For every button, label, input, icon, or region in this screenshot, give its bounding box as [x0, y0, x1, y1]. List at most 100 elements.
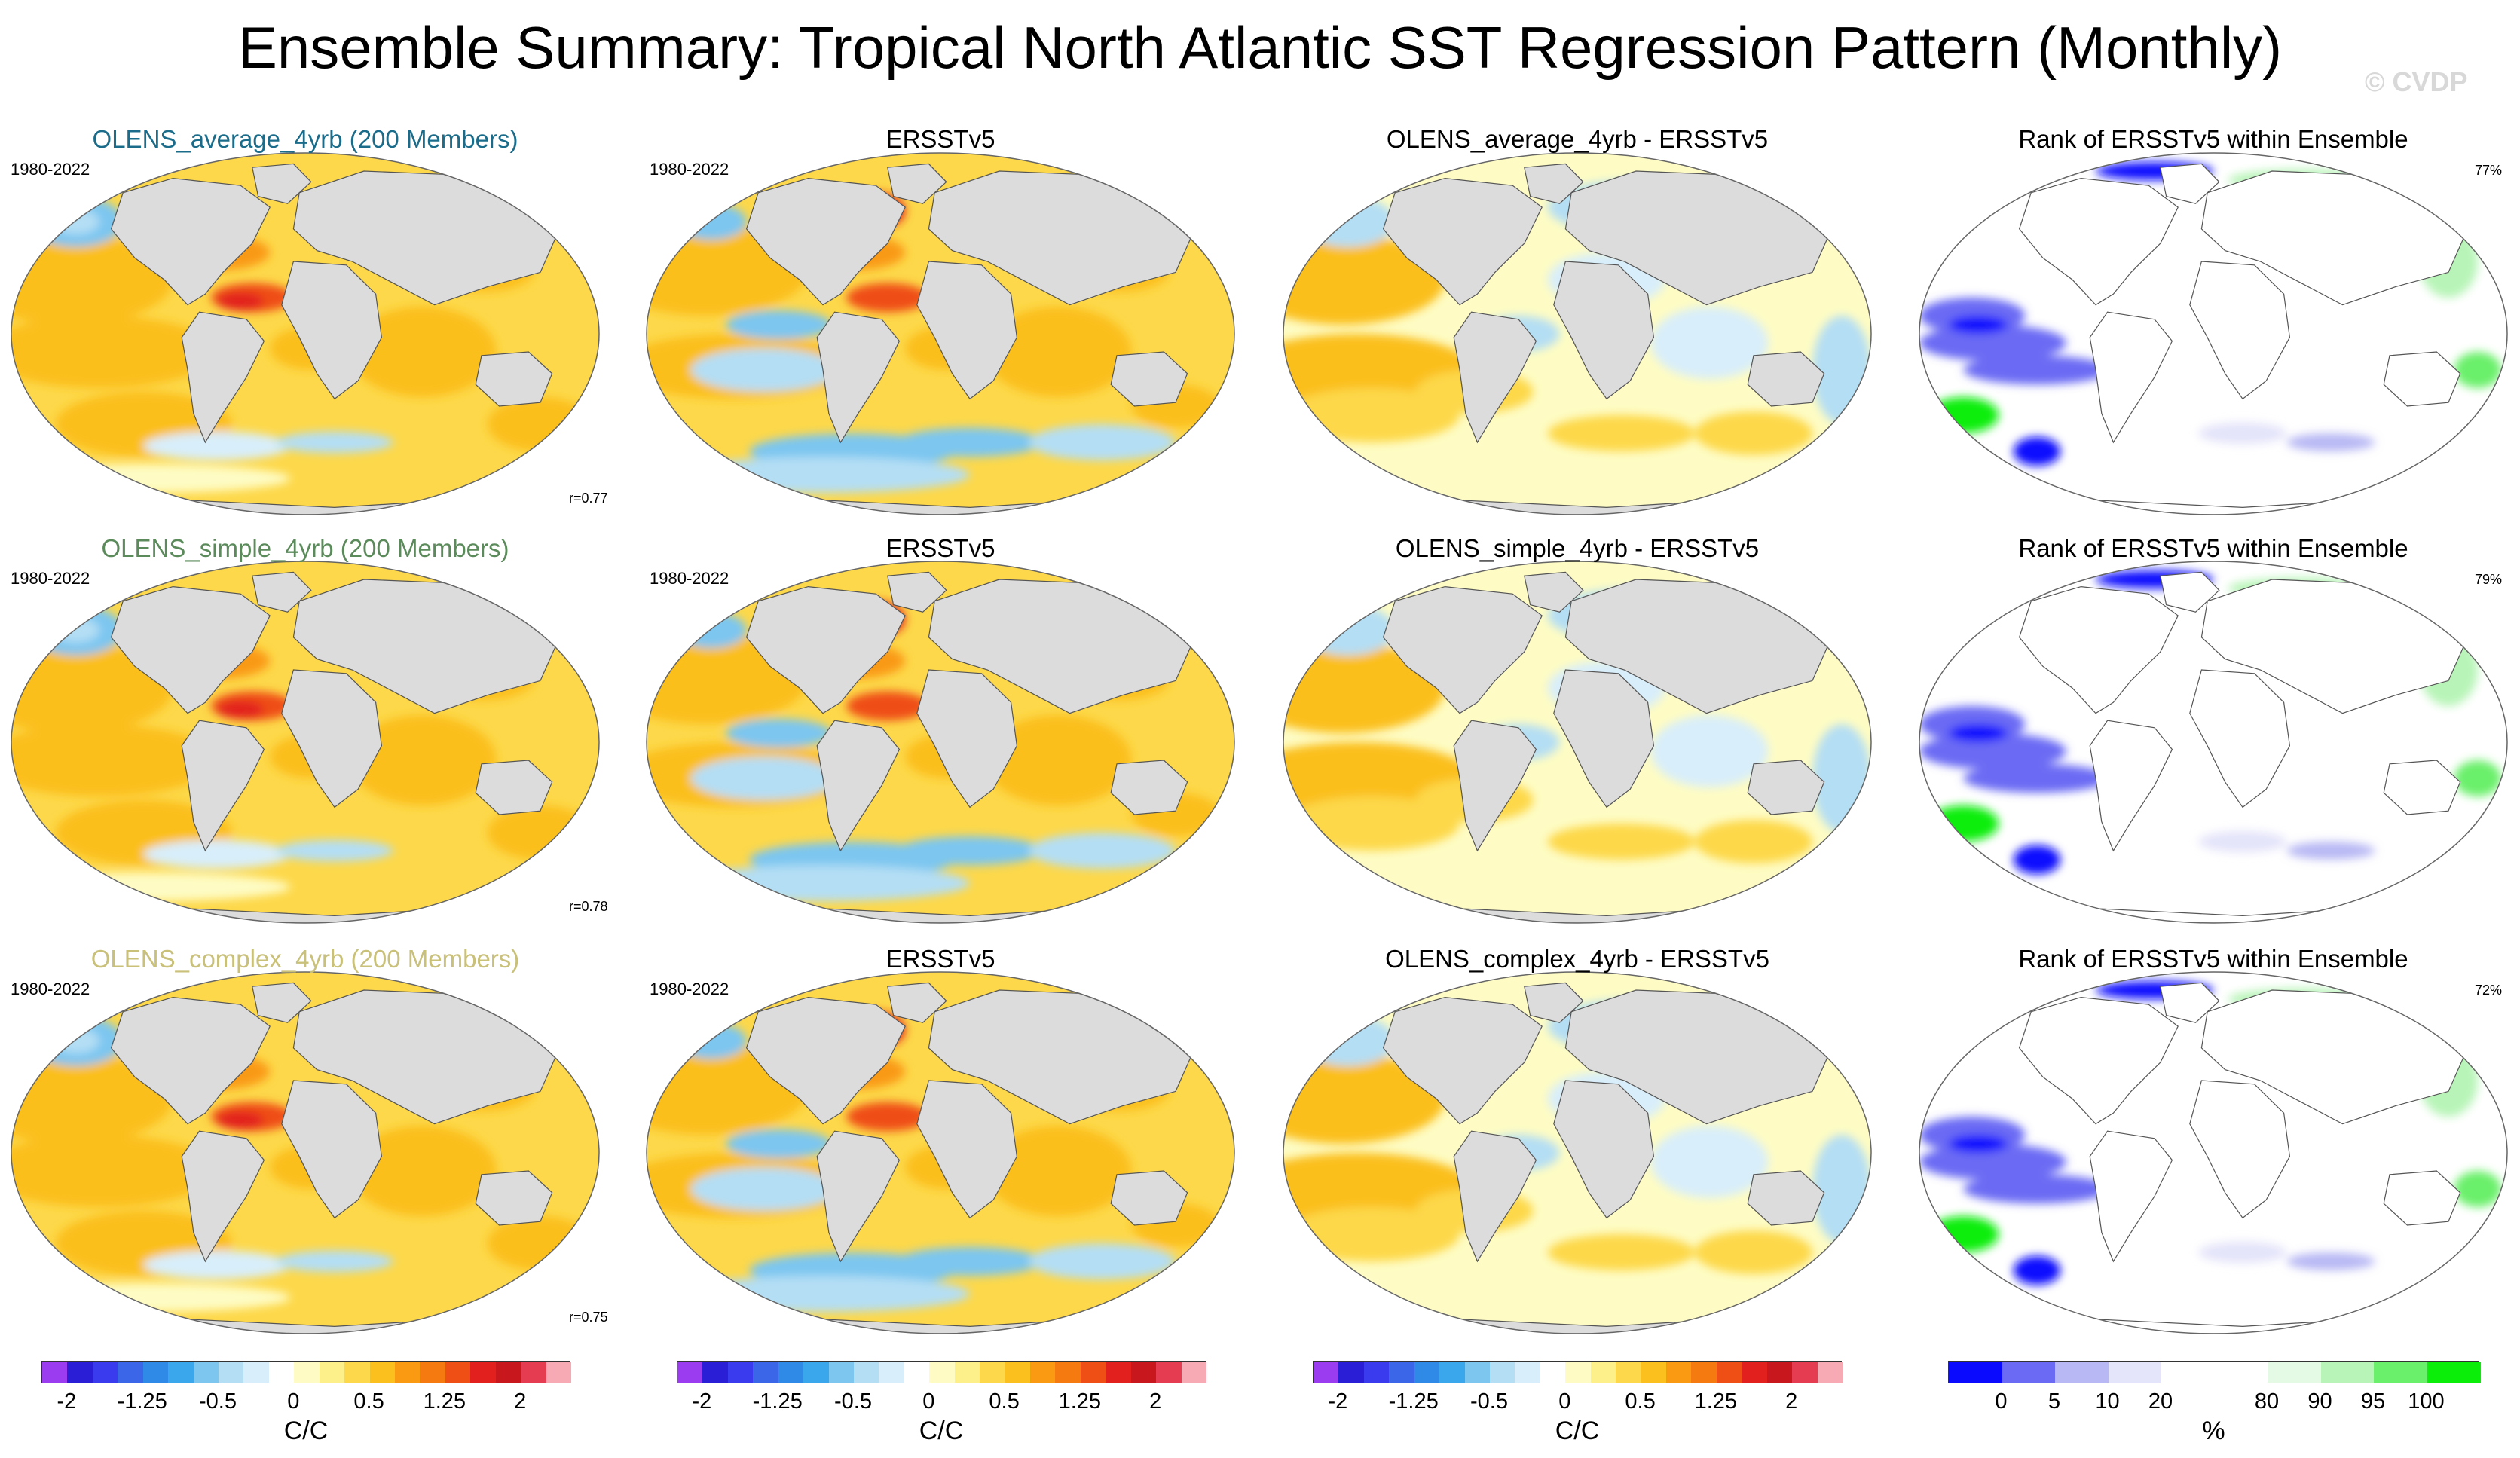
landmass — [1453, 1130, 1537, 1263]
landmass — [2383, 760, 2461, 815]
colorbar-tick-label: 0 — [287, 1389, 300, 1414]
colorbar-swatch — [929, 1362, 956, 1383]
colorbar-swatch — [879, 1362, 905, 1383]
ensemble-years: 1980-2022 — [11, 980, 90, 998]
colorbar-0 — [41, 1361, 572, 1383]
field-anomaly-region — [1919, 733, 2066, 769]
diff-panel-title: OLENS_average_4yrb - ERSSTv5 — [1386, 125, 1769, 153]
colorbar-swatch — [1156, 1362, 1182, 1383]
field-anomaly-region — [2286, 842, 2375, 860]
ensemble-years: 1980-2022 — [11, 160, 90, 179]
pattern-correlation: r=0.77 — [569, 491, 608, 506]
field-anomaly-region — [2286, 1252, 2375, 1270]
field-anomaly-region — [984, 715, 1132, 805]
colorbar-tick-label: -1.25 — [117, 1389, 167, 1414]
obs-panel-title: ERSSTv5 — [885, 945, 995, 973]
field-anomaly-region — [690, 1167, 838, 1211]
colorbar-swatch — [369, 1362, 396, 1383]
obs-years: 1980-2022 — [650, 160, 729, 179]
obs-years: 1980-2022 — [650, 569, 729, 588]
map-border — [646, 971, 1235, 1334]
field-anomaly-region — [1812, 316, 1871, 424]
colorbar-swatch — [1314, 1362, 1339, 1383]
colorbar-tick-label: -0.5 — [199, 1389, 237, 1414]
map-panel-r0-c0 — [11, 152, 600, 515]
rank-panel-title: Rank of ERSSTv5 within Ensemble — [2018, 534, 2408, 562]
colorbar-swatch — [1080, 1362, 1106, 1383]
colorbar-tick-label: 2 — [1785, 1389, 1798, 1414]
map-border — [11, 971, 600, 1334]
rank-panel-title: Rank of ERSSTv5 within Ensemble — [2018, 945, 2408, 973]
colorbar-swatch — [1106, 1362, 1132, 1383]
field-anomaly-region — [1949, 316, 2008, 334]
map-panel-r1-c3 — [1919, 561, 2508, 924]
field-anomaly-region — [676, 612, 747, 649]
field-anomaly-region — [896, 1246, 1044, 1276]
field-anomaly-region — [1928, 1216, 1999, 1252]
colorbar-swatch — [1181, 1362, 1207, 1383]
colorbar-swatch — [2108, 1362, 2162, 1383]
colorbar-swatch — [1005, 1362, 1031, 1383]
field-anomaly-region — [11, 1282, 291, 1313]
field-anomaly-region — [1650, 307, 1769, 379]
colorbar-tick-label: 10 — [2095, 1389, 2120, 1414]
colorbar-swatch — [1130, 1362, 1157, 1383]
ensemble-years: 1980-2022 — [11, 569, 90, 588]
colorbar-swatch — [1742, 1362, 1768, 1383]
map-panel-r1-c2 — [1283, 561, 1872, 924]
field-anomaly-region — [276, 1250, 393, 1273]
landmass — [2383, 1170, 2461, 1226]
colorbar-swatch — [42, 1362, 68, 1383]
colorbar-tick-label: 2 — [1149, 1389, 1162, 1414]
field-anomaly-region — [1963, 763, 2111, 793]
colorbar-swatch — [2427, 1362, 2481, 1383]
colorbar-units: C/C — [919, 1417, 964, 1445]
colorbar-swatch — [495, 1362, 521, 1383]
field-anomaly-region — [2286, 433, 2375, 451]
landmass — [110, 177, 271, 306]
field-anomaly-region — [217, 292, 265, 310]
field-anomaly-region — [1949, 1135, 2008, 1153]
landmass — [2018, 177, 2179, 306]
map-border — [1919, 561, 2508, 924]
map-panel-r1-c0 — [11, 561, 600, 924]
field-anomaly-region — [2454, 760, 2502, 796]
colorbar-swatch — [2002, 1362, 2056, 1383]
colorbar-swatch — [1055, 1362, 1081, 1383]
landmass — [1453, 311, 1537, 444]
landmass — [745, 585, 906, 714]
colorbar-units: C/C — [1555, 1417, 1600, 1445]
colorbar-swatch — [2214, 1362, 2268, 1383]
landmass — [281, 1080, 383, 1219]
ensemble-panel-title: OLENS_average_4yrb (200 Members) — [92, 125, 518, 153]
landmass — [110, 996, 271, 1125]
colorbar-swatch — [702, 1362, 729, 1383]
colorbar-swatch — [1817, 1362, 1843, 1383]
field-anomaly-region — [143, 839, 291, 869]
field-anomaly-region — [1283, 742, 1475, 815]
colorbar-tick-label: 90 — [2307, 1389, 2332, 1414]
field-anomaly-region — [217, 1111, 265, 1129]
landmass — [1110, 1170, 1188, 1226]
colorbar-swatch — [344, 1362, 371, 1383]
colorbar-tick-label: 0.5 — [353, 1389, 384, 1414]
landmass — [281, 669, 383, 808]
colorbar-tick-label: -2 — [57, 1389, 77, 1414]
field-anomaly-region — [52, 209, 99, 234]
colorbar-swatch — [954, 1362, 980, 1383]
field-anomaly-region — [2198, 830, 2287, 853]
landmass — [2189, 1080, 2291, 1219]
landmass — [916, 1080, 1018, 1219]
colorbar-swatch — [420, 1362, 446, 1383]
colorbar-swatch — [1338, 1362, 1365, 1383]
colorbar-swatch — [1515, 1362, 1541, 1383]
colorbar-swatch — [677, 1362, 703, 1383]
field-anomaly-region — [690, 757, 838, 800]
field-anomaly-region — [2013, 845, 2061, 875]
colorbar-swatch — [1363, 1362, 1390, 1383]
field-anomaly-region — [676, 865, 970, 902]
field-anomaly-region — [143, 1250, 291, 1279]
colorbar-tick-label: 1.25 — [1694, 1389, 1738, 1414]
field-anomaly-region — [1548, 824, 1695, 860]
obs-years: 1980-2022 — [650, 980, 729, 998]
